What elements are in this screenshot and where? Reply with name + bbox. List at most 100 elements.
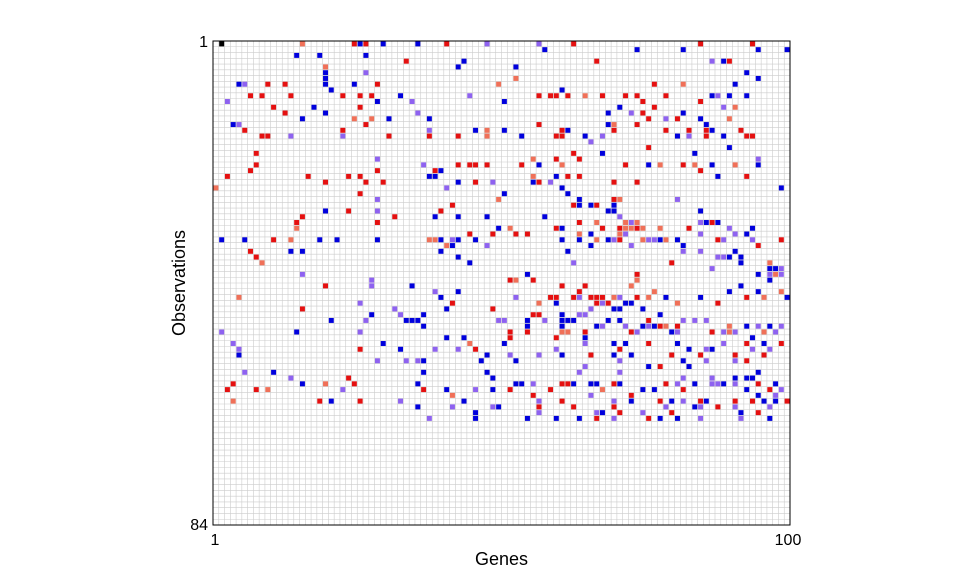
- heatmap-cell: [398, 312, 404, 318]
- heatmap-cell: [611, 127, 617, 133]
- heatmap-cell: [299, 214, 305, 220]
- heatmap-cell: [455, 237, 461, 243]
- heatmap-cell: [750, 375, 755, 381]
- heatmap-cell: [559, 237, 565, 243]
- heatmap-cell: [599, 93, 605, 99]
- heatmap-cell: [640, 323, 646, 329]
- heatmap-cell: [421, 358, 427, 364]
- heatmap-cell: [657, 415, 663, 421]
- heatmap-cell: [709, 220, 715, 225]
- heatmap-cell: [536, 312, 542, 318]
- heatmap-cell: [421, 387, 427, 393]
- heatmap-cell: [755, 369, 761, 375]
- heatmap-cell: [773, 266, 779, 272]
- heatmap-cell: [473, 179, 479, 185]
- y-axis-label: Observations: [169, 230, 189, 336]
- heatmap-cell: [680, 162, 686, 168]
- heatmap-cell: [582, 329, 588, 335]
- heatmap-cell: [657, 162, 663, 168]
- heatmap-cell: [426, 133, 432, 139]
- heatmap-cell: [623, 341, 629, 346]
- heatmap-cell: [484, 133, 490, 139]
- heatmap-cell: [490, 404, 496, 410]
- heatmap-cell: [594, 220, 600, 225]
- heatmap-cell: [524, 317, 530, 323]
- heatmap-cell: [484, 369, 490, 375]
- heatmap-cell: [617, 231, 623, 237]
- heatmap-cell: [536, 179, 542, 185]
- heatmap-cell: [415, 358, 421, 364]
- heatmap-cell: [467, 93, 473, 99]
- heatmap-cell: [646, 162, 652, 168]
- heatmap-cell: [599, 300, 605, 306]
- heatmap-cell: [582, 312, 588, 318]
- heatmap-cell: [559, 225, 565, 231]
- heatmap-cell: [698, 231, 704, 237]
- heatmap-cell: [236, 81, 242, 87]
- heatmap-cell: [594, 323, 600, 329]
- heatmap-cell: [323, 381, 328, 387]
- heatmap-cell: [253, 387, 259, 393]
- heatmap-cell: [605, 237, 611, 243]
- heatmap-cell: [594, 237, 600, 243]
- heatmap-cell: [715, 173, 721, 179]
- heatmap-cell: [282, 81, 288, 87]
- heatmap-cell: [692, 381, 698, 387]
- heatmap-cell: [750, 398, 755, 404]
- heatmap-cell: [542, 317, 548, 323]
- heatmap-cell: [703, 220, 709, 225]
- heatmap-cell: [755, 392, 761, 398]
- heatmap-cell: [582, 133, 588, 139]
- heatmap-cell: [669, 398, 675, 404]
- heatmap-cell: [571, 41, 577, 47]
- heatmap-cell: [617, 294, 623, 300]
- heatmap-cell: [703, 127, 709, 133]
- heatmap-cell: [490, 375, 496, 381]
- heatmap-cell: [530, 392, 536, 398]
- heatmap-cell: [623, 231, 629, 237]
- heatmap-cell: [392, 306, 398, 312]
- heatmap-cell: [646, 317, 652, 323]
- heatmap-cell: [703, 346, 709, 352]
- heatmap-cell: [703, 122, 709, 128]
- heatmap-cell: [559, 323, 565, 329]
- heatmap-cell: [507, 387, 513, 393]
- heatmap-cell: [611, 306, 617, 312]
- heatmap-cell: [634, 294, 640, 300]
- heatmap-cell: [553, 93, 559, 99]
- heatmap-cell: [726, 289, 732, 295]
- heatmap-cell: [271, 369, 277, 375]
- heatmap-cell: [553, 173, 559, 179]
- heatmap-cell: [628, 329, 634, 335]
- heatmap-cell: [611, 404, 617, 410]
- heatmap-cell: [738, 410, 744, 416]
- heatmap-cell: [703, 398, 709, 404]
- heatmap-cell: [588, 294, 594, 300]
- heatmap-cell: [599, 150, 605, 156]
- heatmap-cell: [698, 398, 704, 404]
- heatmap-cell: [651, 237, 657, 243]
- heatmap-cell: [617, 306, 623, 312]
- heatmap-cell: [617, 225, 623, 231]
- heatmap-cell: [334, 237, 340, 243]
- heatmap-cell: [444, 306, 450, 312]
- heatmap-cell: [490, 306, 496, 312]
- heatmap-cell: [599, 294, 605, 300]
- heatmap-cell: [242, 127, 248, 133]
- heatmap-cell: [513, 75, 519, 81]
- heatmap-cell: [732, 248, 738, 254]
- heatmap-cell: [726, 116, 732, 122]
- heatmap-cell: [490, 179, 496, 185]
- heatmap-cell: [340, 387, 346, 393]
- heatmap-cell: [351, 116, 357, 122]
- heatmap-cell: [680, 47, 686, 53]
- heatmap-cell: [351, 81, 357, 87]
- heatmap-cell: [611, 179, 617, 185]
- heatmap-cell: [692, 317, 698, 323]
- y-tick-label: 84: [190, 517, 208, 534]
- heatmap-cell: [571, 404, 577, 410]
- heatmap-cell: [576, 289, 582, 295]
- heatmap-cell: [571, 202, 577, 208]
- heatmap-cell: [242, 369, 248, 375]
- heatmap-cell: [686, 364, 692, 370]
